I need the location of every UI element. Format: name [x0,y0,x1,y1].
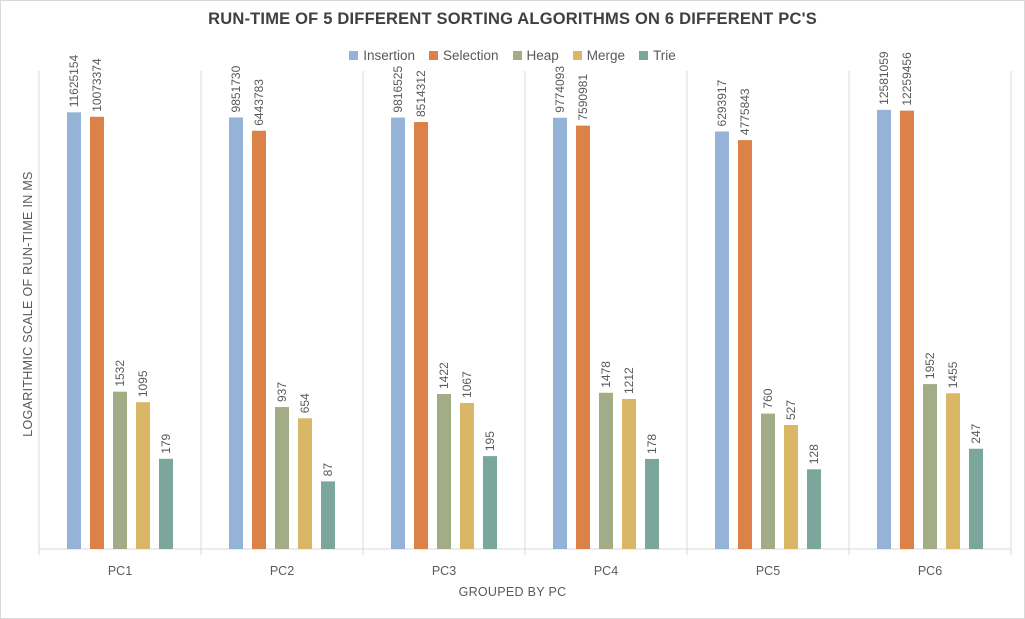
data-label: 760 [761,388,775,408]
bar-insertion-pc4 [553,117,567,550]
legend-swatch [428,51,438,60]
legend-label: Selection [442,48,499,63]
data-label: 1095 [136,370,150,397]
data-label: 178 [645,434,659,454]
bar-trie-pc5 [807,469,821,549]
data-label: 654 [298,393,312,413]
bar-merge-pc3 [460,402,474,549]
bar-trie-pc3 [483,456,497,549]
data-label: 10073374 [90,58,104,112]
x-axis-label: GROUPED BY PC [458,585,567,599]
data-label: 1422 [437,362,451,389]
bar-heap-pc6 [923,384,937,549]
data-label: 1067 [460,371,474,398]
bar-heap-pc1 [113,391,127,549]
data-label: 1952 [923,352,937,379]
data-label: 1478 [599,361,613,388]
x-tick-label-pc6: PC6 [918,564,942,578]
data-label: 8514312 [414,70,428,117]
x-tick-label-pc2: PC2 [270,564,294,578]
data-label: 4775843 [738,88,752,135]
bar-selection-pc3 [414,122,428,549]
bar-merge-pc5 [784,425,798,549]
data-label: 11625154 [67,54,81,107]
data-label: 937 [275,382,289,402]
bar-selection-pc4 [576,125,590,549]
bar-merge-pc6 [946,393,960,549]
data-label: 12259456 [900,52,914,106]
bar-trie-pc6 [969,448,983,549]
bar-heap-pc3 [437,393,451,549]
bar-insertion-pc5 [715,131,729,549]
chart-legend: Insertion Selection Heap Merge Trie [1,48,1024,63]
bar-heap-pc5 [761,413,775,549]
legend-label: Merge [586,48,626,63]
data-label: 9816525 [391,66,405,113]
data-label: 12581059 [877,51,891,105]
bar-insertion-pc1 [67,112,81,549]
legend-swatch [639,51,649,60]
bar-trie-pc2 [321,481,335,549]
data-label: 87 [321,463,335,477]
legend-item-selection: Selection [428,48,499,63]
data-label: 6293917 [715,79,729,126]
bar-insertion-pc6 [877,109,891,549]
bar-selection-pc1 [90,116,104,550]
bar-heap-pc2 [275,407,289,549]
legend-item-heap: Heap [512,48,559,63]
bar-merge-pc1 [136,402,150,549]
legend-swatch [512,51,522,60]
bar-heap-pc4 [599,392,613,549]
x-tick-label-pc3: PC3 [432,564,456,578]
x-tick-label-pc4: PC4 [594,564,618,578]
legend-item-insertion: Insertion [349,48,415,63]
chart-title: RUN-TIME OF 5 DIFFERENT SORTING ALGORITH… [208,10,817,28]
bar-merge-pc4 [622,398,636,549]
legend-item-merge: Merge [572,48,626,63]
legend-swatch [349,51,359,60]
data-label: 1455 [946,361,960,388]
legend-swatch [572,51,582,60]
bar-selection-pc2 [252,130,266,549]
legend-label: Insertion [363,48,415,63]
data-label: 1212 [622,367,636,394]
bar-merge-pc2 [298,418,312,549]
data-label: 1532 [113,360,127,387]
data-label: 179 [159,433,173,453]
data-label: 7590981 [576,74,590,121]
bar-insertion-pc2 [229,117,243,549]
legend-label: Trie [653,48,676,63]
bar-insertion-pc3 [391,117,405,549]
data-label: 128 [807,444,821,464]
legend-item-trie: Trie [639,48,676,63]
data-label: 6443783 [252,79,266,126]
x-tick-label-pc1: PC1 [108,564,132,578]
legend-label: Heap [526,48,559,63]
data-label: 195 [483,431,497,451]
data-label: 9851730 [229,65,243,112]
data-label: 527 [784,400,798,420]
bar-selection-pc5 [738,140,752,549]
bar-selection-pc6 [900,110,914,550]
bar-trie-pc1 [159,458,173,549]
data-label: 9774093 [553,66,567,113]
x-tick-label-pc5: PC5 [756,564,780,578]
bar-trie-pc4 [645,458,659,549]
data-label: 247 [969,423,983,443]
